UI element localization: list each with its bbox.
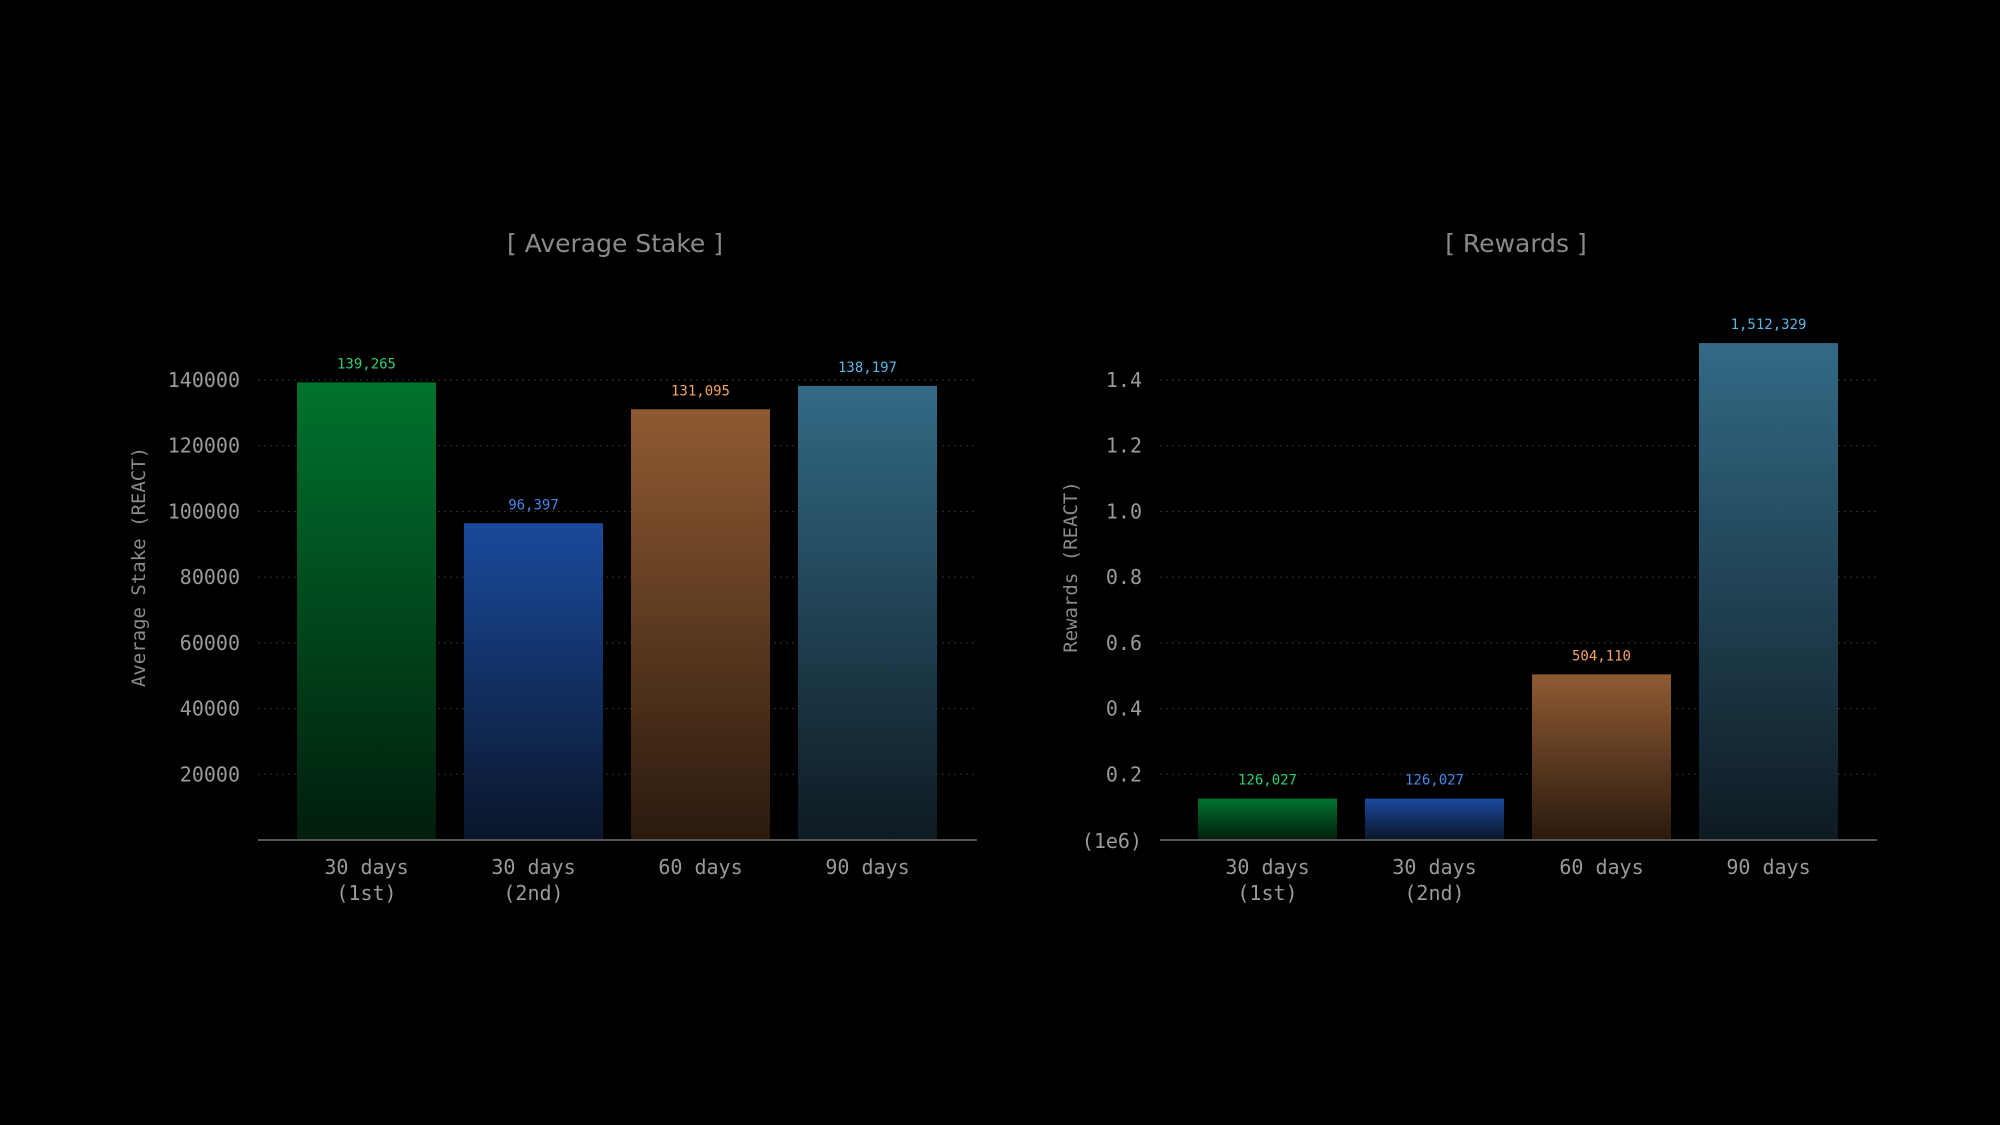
bar (798, 385, 937, 840)
y-tick-label: 80000 (180, 565, 240, 589)
y-tick-label: 0.2 (1106, 762, 1142, 786)
x-tick-label: 60 days (658, 855, 742, 879)
x-tick-label: 60 days (1559, 855, 1643, 879)
y-tick-label: 1.2 (1106, 434, 1142, 458)
data-label: 131,095 (671, 383, 730, 399)
y-axis-label: Rewards (REACT) (1060, 481, 1082, 653)
data-label: 139,265 (337, 356, 396, 372)
bar (464, 523, 603, 840)
bar (1198, 798, 1337, 840)
y-tick-label: 60000 (180, 631, 240, 655)
average-stake-chart: [ Average Stake ] 20000 40000 60000 80000 10… (128, 229, 977, 905)
y-tick-label: 20000 (180, 762, 240, 786)
y-tick-label: 100000 (168, 499, 240, 523)
x-tick-label: 30 days (2nd) (1392, 855, 1476, 905)
data-label: 1,512,329 (1731, 317, 1807, 333)
data-label: 504,110 (1572, 648, 1631, 664)
x-tick-label: 30 days (1st) (1225, 855, 1309, 905)
x-tick-label: 90 days (825, 855, 909, 879)
scale-label: (1e6) (1082, 829, 1142, 853)
bar (1365, 798, 1504, 840)
chart-title: [ Average Stake ] (507, 229, 723, 258)
y-tick-label: 40000 (180, 697, 240, 721)
y-tick-label: 0.8 (1106, 565, 1142, 589)
bar (1699, 343, 1838, 840)
x-tick-label: 30 days (1st) (324, 855, 408, 905)
data-label: 96,397 (508, 497, 559, 513)
x-tick-label: 90 days (1726, 855, 1810, 879)
x-tick-label: 30 days (2nd) (491, 855, 575, 905)
chart-title: [ Rewards ] (1445, 229, 1587, 258)
bar (297, 382, 436, 840)
y-tick-label: 1.0 (1106, 499, 1142, 523)
y-tick-label: 1.4 (1106, 368, 1142, 392)
data-label: 126,027 (1405, 773, 1464, 789)
y-tick-label: 0.6 (1106, 631, 1142, 655)
data-label: 138,197 (838, 360, 897, 376)
rewards-chart: [ Rewards ] 0.2 0.4 0.6 0.8 1.0 1.2 1.4 Reward… (1060, 229, 1877, 905)
y-tick-label: 140000 (168, 368, 240, 392)
y-axis-label: Average Stake (REACT) (128, 447, 150, 687)
y-tick-label: 0.4 (1106, 697, 1142, 721)
bar (631, 409, 770, 840)
bar (1532, 674, 1671, 840)
y-tick-label: 120000 (168, 434, 240, 458)
data-label: 126,027 (1238, 773, 1297, 789)
